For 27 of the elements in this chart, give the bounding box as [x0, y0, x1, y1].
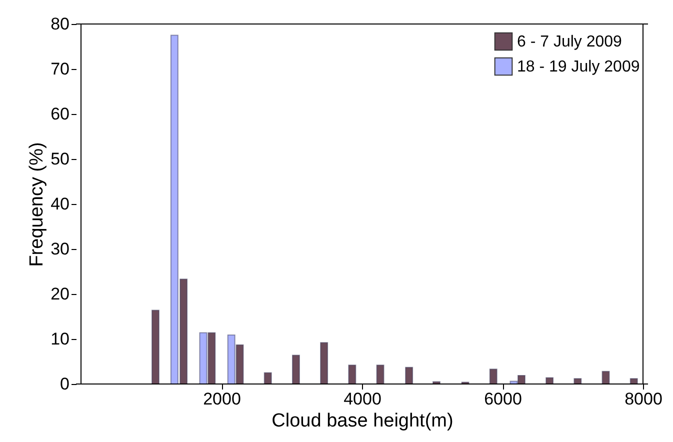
y-tick-label: 50	[50, 150, 70, 168]
bar	[602, 370, 610, 384]
y-tick-label: 10	[50, 330, 70, 348]
bar	[405, 366, 414, 384]
x-tick-label: 8000	[624, 390, 662, 408]
bar	[376, 364, 384, 384]
y-tick-label: 20	[50, 284, 70, 304]
legend-label: 6 - 7 July 2009	[517, 34, 622, 50]
bar	[489, 368, 498, 384]
x-axis-title: Cloud base height(m)	[272, 410, 454, 432]
y-tick-label: 80	[50, 14, 70, 34]
legend-label: 18 - 19 July 2009	[517, 58, 640, 76]
bar	[348, 364, 356, 384]
x-tick-label: 6000	[484, 390, 522, 408]
x-tick-label: 2000	[203, 390, 241, 408]
y-tick-label: 40	[50, 194, 70, 214]
bar	[151, 310, 160, 384]
y-tick-label: 70	[50, 60, 70, 78]
bar	[264, 372, 272, 384]
bar	[546, 377, 554, 384]
bar	[292, 354, 300, 384]
y-tick-label: 60	[50, 104, 70, 124]
y-tick-label: 0	[60, 374, 70, 394]
x-tick-label: 4000	[344, 390, 382, 408]
y-tick-label: 30	[50, 240, 70, 258]
y-axis-title: Frequency (%)	[26, 142, 48, 267]
bar	[320, 342, 328, 384]
